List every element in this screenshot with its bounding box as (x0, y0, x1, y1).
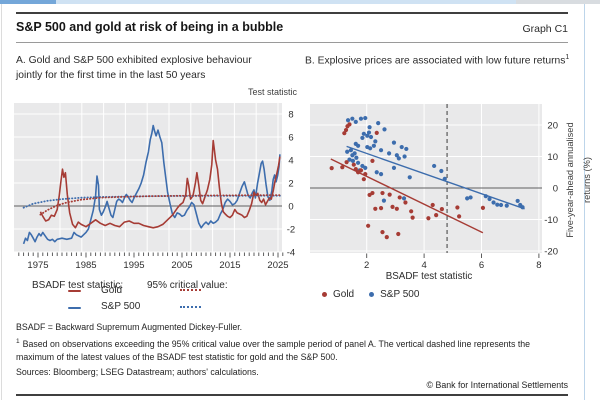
svg-text:2015: 2015 (219, 260, 240, 271)
sp500-dot-icon (369, 292, 375, 297)
svg-text:8: 8 (288, 109, 293, 120)
svg-text:0: 0 (553, 183, 558, 194)
svg-text:-10: -10 (544, 215, 558, 226)
footnote-definition: BSADF = Backward Supremum Augmented Dick… (16, 322, 243, 332)
top-strip-dark-blue (0, 0, 56, 4)
copyright-line: © Bank for International Settlements (426, 380, 568, 390)
top-strip-gray (516, 0, 600, 4)
page-left-edge (1, 4, 2, 400)
footnote-1-marker: 1 (16, 338, 20, 345)
svg-text:1995: 1995 (123, 260, 144, 271)
svg-text:10: 10 (547, 152, 558, 163)
svg-text:6: 6 (288, 132, 293, 143)
panel-a-heading: A. Gold and S&P 500 exhibited explosive … (16, 53, 298, 84)
footnote-1: 1 Based on observations exceeding the 95%… (16, 338, 531, 363)
legend-b-sp500: S&P 500 (369, 289, 419, 300)
svg-text:-2: -2 (287, 224, 295, 235)
gold-dot-icon (322, 292, 327, 297)
panel-b-footnote-marker: 1 (565, 54, 570, 61)
svg-text:0: 0 (288, 201, 293, 212)
legend-gold-dotted-swatch (180, 289, 201, 291)
svg-text:1975: 1975 (27, 260, 48, 271)
svg-text:2005: 2005 (171, 260, 192, 271)
panel-a-heading-line2: jointly for the first time in the last 5… (16, 70, 206, 82)
sources-line: Sources: Bloomberg; LSEG Datastream; aut… (16, 367, 259, 377)
svg-text:1985: 1985 (75, 260, 96, 271)
svg-text:-20: -20 (544, 246, 558, 257)
page-right-edge (584, 4, 585, 400)
svg-text:2: 2 (288, 178, 293, 189)
legend-gold-line-swatch (68, 290, 81, 293)
svg-text:6: 6 (479, 260, 484, 271)
graph-number-label: Graph C1 (522, 23, 568, 35)
title-divider-rule (16, 42, 568, 43)
svg-text:2025: 2025 (267, 260, 288, 271)
top-rule (16, 12, 568, 14)
legend-gold-label: Gold (101, 284, 123, 296)
panel-a-unit-label: Test statistic (247, 87, 297, 97)
panel-b-legend: Gold S&P 500 (322, 289, 427, 300)
svg-text:-4: -4 (287, 247, 295, 258)
panel-b-chart: 2 4 6 8 20 10 0 -10 -20 (310, 104, 558, 271)
panel-a-heading-line1: A. Gold and S&P 500 exhibited explosive … (16, 55, 252, 66)
legend-sp500-label: S&P 500 (101, 301, 141, 312)
legend-a-col1-header: BSADF test statistic: (32, 280, 124, 291)
graph-title: S&P 500 and gold at risk of being in a b… (16, 20, 284, 34)
panel-b-heading: B. Explosive prices are associated with … (305, 54, 570, 67)
bottom-rule (16, 394, 568, 396)
top-strip-light-blue (56, 0, 516, 4)
legend-a-col2-header: 95% critical value: (147, 280, 228, 291)
legend-sp500-dotted-swatch (180, 305, 201, 308)
svg-text:2: 2 (364, 260, 369, 271)
svg-text:8: 8 (536, 260, 541, 271)
legend-sp500-line-swatch (68, 306, 81, 309)
svg-text:4: 4 (288, 155, 293, 166)
panel-a-chart: 1975 1985 1995 2005 2015 2025 8 6 4 2 0 -2 -4 (14, 103, 295, 271)
panel-b-y-axis-label: Five-year-ahead annualised returns (%) (565, 122, 593, 238)
panel-b-x-axis-label: BSADF test statistic (385, 271, 473, 282)
svg-text:20: 20 (547, 120, 558, 131)
svg-text:4: 4 (421, 260, 426, 271)
legend-b-gold: Gold (322, 289, 354, 300)
